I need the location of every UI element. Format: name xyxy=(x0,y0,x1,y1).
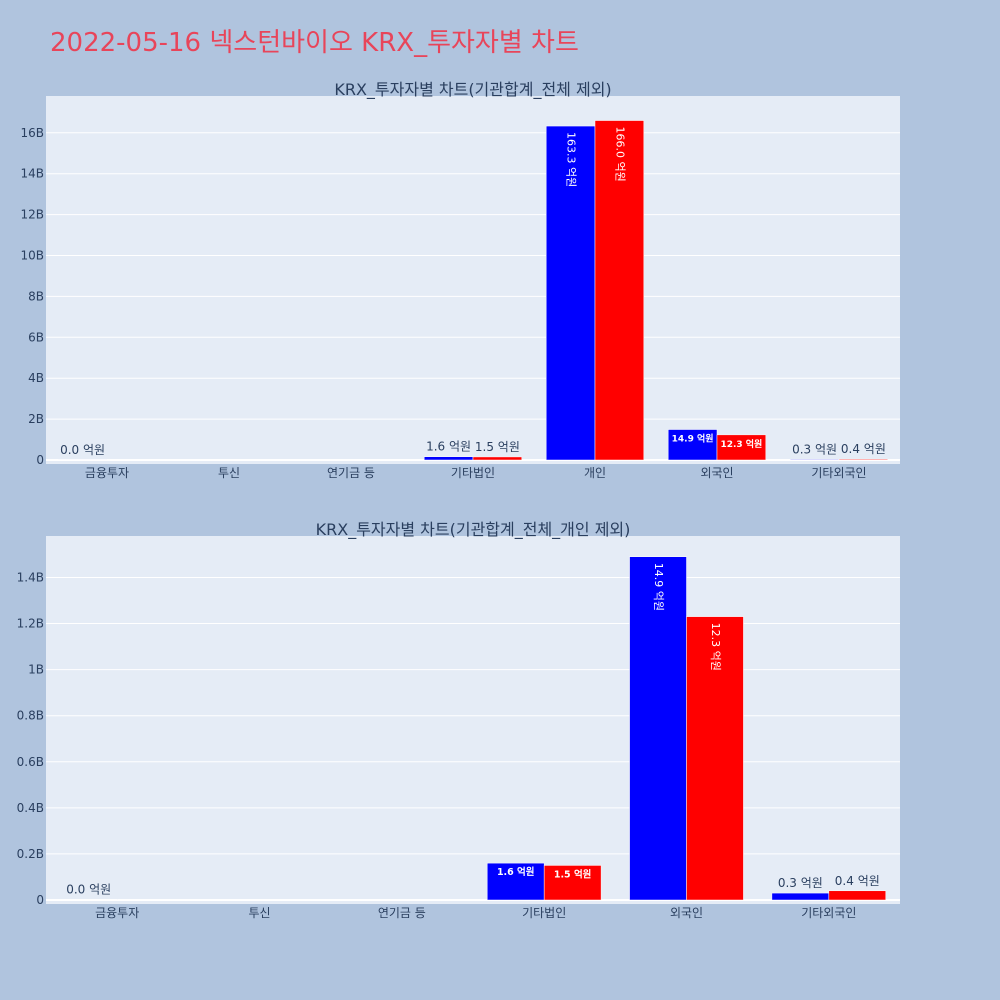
data-label: 12.3 억원 xyxy=(720,438,762,450)
plot-area xyxy=(46,536,900,904)
bar xyxy=(486,862,545,901)
data-label: 0.3 억원 xyxy=(792,442,837,456)
data-label: 1.5 억원 xyxy=(554,868,592,880)
plot-area xyxy=(46,96,900,464)
x-tick-label: 연기금 등 xyxy=(327,466,375,480)
bar xyxy=(686,616,744,901)
bar xyxy=(545,125,596,461)
y-tick-label: 8B xyxy=(28,289,44,303)
chart-1: 0 2B 4B 6B 8B 10B 12B 14B 16B KRX_투자자별 차트(기관합계_전체… xyxy=(20,80,900,480)
y-tick-label: 2B xyxy=(28,412,44,426)
y-tick-label: 1B xyxy=(28,663,44,677)
x-tick-label: 기타법인 xyxy=(451,466,495,480)
y-tick-label: 10B xyxy=(20,249,44,263)
data-label: 14.9 억원 xyxy=(652,563,665,611)
bar xyxy=(423,456,474,461)
y-tick-label: 6B xyxy=(28,330,44,344)
bar xyxy=(838,458,889,461)
data-label: 0.4 억원 xyxy=(841,442,886,456)
chart-title: KRX_투자자별 차트(기관합계_전체_개인 제외) xyxy=(316,520,631,540)
bar xyxy=(543,865,602,901)
x-tick-label: 금융투자 xyxy=(95,906,139,920)
data-label: 163.3 억원 xyxy=(565,132,578,187)
data-label: 1.6 억원 xyxy=(426,440,471,454)
y-tick-label: 0.4B xyxy=(17,801,44,815)
x-tick-label: 개인 xyxy=(584,466,606,480)
y-tick-label: 0.8B xyxy=(17,709,44,723)
bar xyxy=(667,429,718,461)
bar xyxy=(716,434,767,461)
y-tick-label: 0.2B xyxy=(17,847,44,861)
bar xyxy=(771,892,830,901)
page-title: 2022-05-16 넥스턴바이오 KRX_투자자별 차트 xyxy=(50,28,579,58)
x-tick-label: 투신 xyxy=(218,466,240,480)
x-tick-label: 외국인 xyxy=(700,466,733,480)
y-tick-label: 1.2B xyxy=(17,617,44,631)
data-label: 1.5 억원 xyxy=(475,440,520,454)
y-tick-label: 1.4B xyxy=(17,570,44,584)
bar xyxy=(629,556,687,901)
bar xyxy=(789,459,840,461)
bar xyxy=(594,120,645,461)
y-tick-label: 4B xyxy=(28,371,44,385)
y-tick-label: 0 xyxy=(36,893,44,907)
x-tick-label: 금융투자 xyxy=(85,466,129,480)
data-label: 0.0 억원 xyxy=(66,883,111,897)
data-label: 0.3 억원 xyxy=(778,876,823,890)
data-label: 166.0 억원 xyxy=(613,127,626,182)
data-label: 12.3 억원 xyxy=(709,623,722,671)
data-label: 0.4 억원 xyxy=(835,874,880,888)
data-label: 14.9 억원 xyxy=(672,433,714,445)
chart-title: KRX_투자자별 차트(기관합계_전체 제외) xyxy=(334,80,611,100)
data-label: 0.0 억원 xyxy=(60,443,105,457)
y-tick-label: 14B xyxy=(20,167,44,181)
bar xyxy=(828,890,887,901)
y-tick-label: 0 xyxy=(36,453,44,467)
x-tick-label: 외국인 xyxy=(670,906,703,920)
x-tick-label: 투신 xyxy=(248,906,270,920)
x-tick-label: 기타외국인 xyxy=(801,906,856,920)
y-tick-label: 12B xyxy=(20,208,44,222)
y-tick-label: 16B xyxy=(20,126,44,140)
x-tick-label: 기타법인 xyxy=(522,906,566,920)
data-label: 1.6 억원 xyxy=(497,866,535,878)
chart-2: 0 0.2B 0.4B 0.6B 0.8B 1B 1.2B 1.4B KRX_투자자별 차트(기… xyxy=(17,520,900,920)
y-tick-label: 0.6B xyxy=(17,755,44,769)
x-tick-label: 연기금 등 xyxy=(378,906,426,920)
x-tick-label: 기타외국인 xyxy=(811,466,866,480)
bar xyxy=(472,456,523,461)
